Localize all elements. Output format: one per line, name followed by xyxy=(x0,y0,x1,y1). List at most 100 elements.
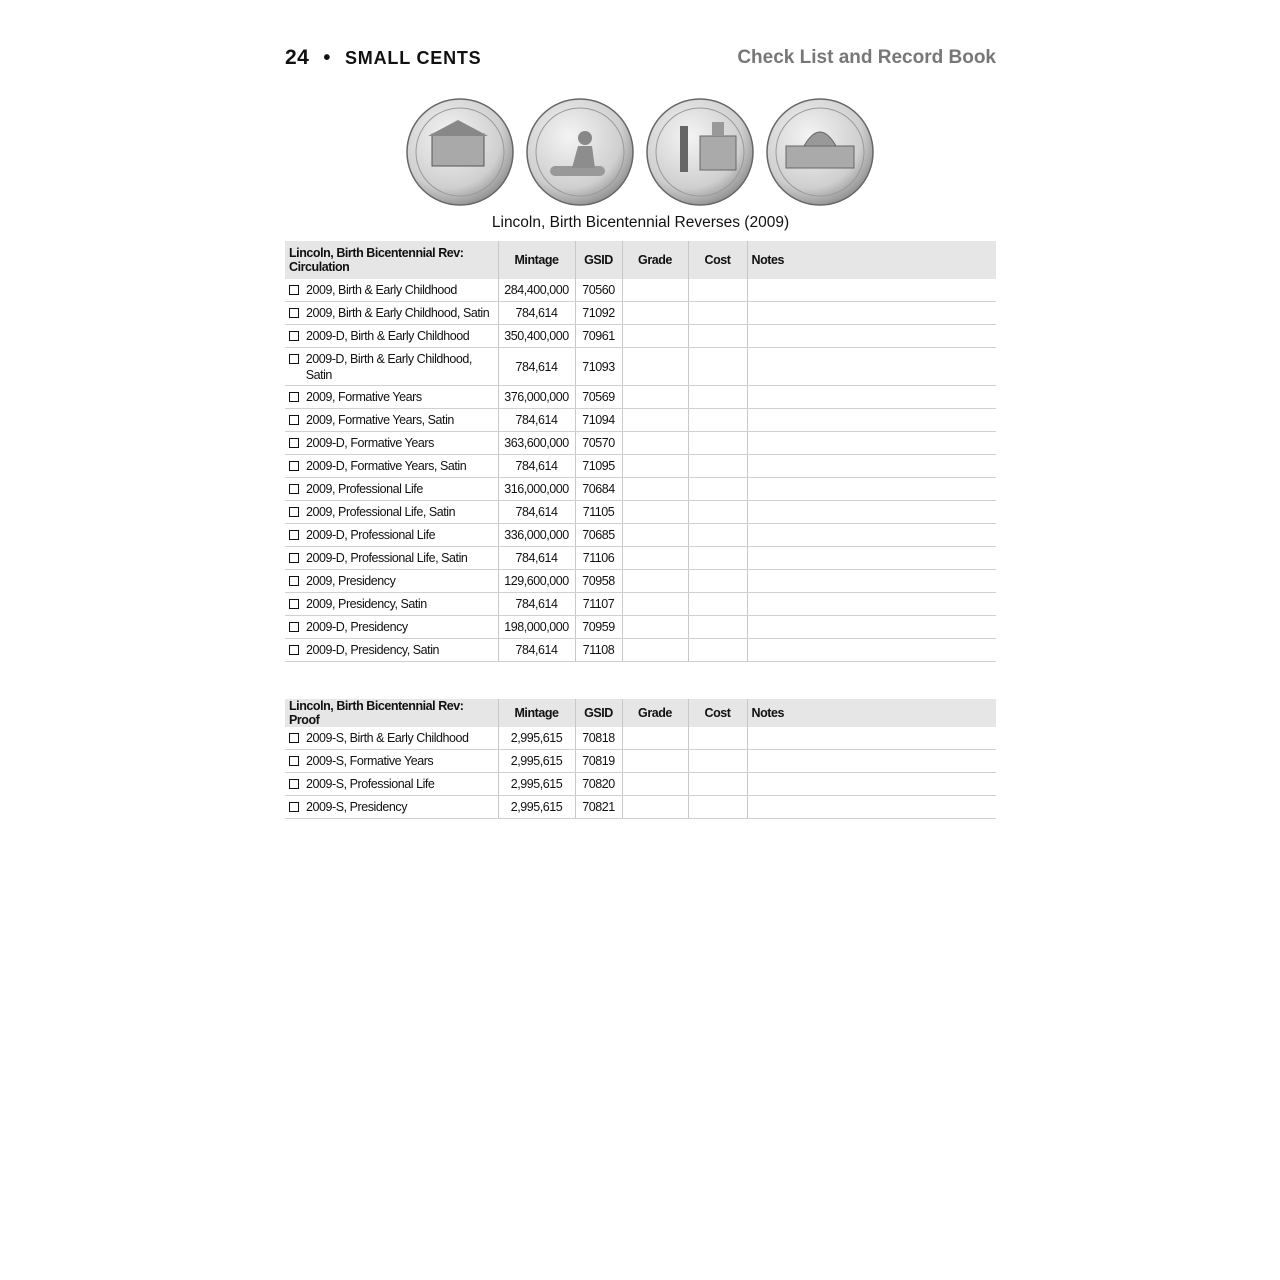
cell-notes[interactable] xyxy=(746,749,996,773)
cell-grade[interactable] xyxy=(621,772,688,796)
checkbox[interactable] xyxy=(289,331,299,341)
cell-grade[interactable] xyxy=(621,324,688,348)
cell-cost[interactable] xyxy=(687,279,747,302)
cell-notes[interactable] xyxy=(746,431,996,455)
cell-cost[interactable] xyxy=(687,477,747,501)
cell-grade[interactable] xyxy=(621,279,688,302)
cell-cost[interactable] xyxy=(687,615,747,639)
cell-cost[interactable] xyxy=(687,592,747,616)
cell-mintage: 2,995,615 xyxy=(497,749,575,773)
cell-notes[interactable] xyxy=(746,454,996,478)
cell-grade[interactable] xyxy=(621,347,688,386)
checkbox[interactable] xyxy=(289,530,299,540)
cell-notes[interactable] xyxy=(746,301,996,325)
cell-cost[interactable] xyxy=(687,324,747,348)
cell-notes[interactable] xyxy=(746,546,996,570)
cell-notes[interactable] xyxy=(746,324,996,348)
cell-cost[interactable] xyxy=(687,500,747,524)
checkbox[interactable] xyxy=(289,779,299,789)
cell-cost[interactable] xyxy=(687,385,747,409)
coin-description: 2009-S, Formative Years xyxy=(306,754,434,768)
cell-gsid: 70821 xyxy=(574,795,622,819)
cell-grade[interactable] xyxy=(621,749,688,773)
cell-grade[interactable] xyxy=(621,523,688,547)
checkbox[interactable] xyxy=(289,507,299,517)
coin-description: 2009-S, Birth & Early Childhood xyxy=(306,731,469,745)
cell-gsid: 70685 xyxy=(574,523,622,547)
cell-notes[interactable] xyxy=(746,279,996,302)
cell-grade[interactable] xyxy=(621,408,688,432)
cell-cost[interactable] xyxy=(687,546,747,570)
cell-notes[interactable] xyxy=(746,385,996,409)
cell-cost[interactable] xyxy=(687,795,747,819)
table-row: 2009-D, Professional Life 336,000,000 7068… xyxy=(285,523,996,547)
cell-grade[interactable] xyxy=(621,546,688,570)
checkbox[interactable] xyxy=(289,438,299,448)
cell-grade[interactable] xyxy=(621,301,688,325)
cell-grade[interactable] xyxy=(621,727,688,750)
cell-cost[interactable] xyxy=(687,301,747,325)
cell-cost[interactable] xyxy=(687,454,747,478)
cell-cost[interactable] xyxy=(687,431,747,455)
cell-grade[interactable] xyxy=(621,592,688,616)
checkbox[interactable] xyxy=(289,733,299,743)
cell-cost[interactable] xyxy=(687,638,747,662)
cell-grade[interactable] xyxy=(621,638,688,662)
cell-grade[interactable] xyxy=(621,454,688,478)
checkbox[interactable] xyxy=(289,645,299,655)
cell-notes[interactable] xyxy=(746,347,996,386)
checkbox[interactable] xyxy=(289,622,299,632)
checkbox[interactable] xyxy=(289,599,299,609)
coin-illinois-capitol-image xyxy=(646,98,754,206)
cell-notes[interactable] xyxy=(746,727,996,750)
checkbox[interactable] xyxy=(289,415,299,425)
cell-notes[interactable] xyxy=(746,772,996,796)
cell-notes[interactable] xyxy=(746,500,996,524)
coin-description: 2009, Professional Life xyxy=(306,482,423,496)
checkbox[interactable] xyxy=(289,553,299,563)
cell-mintage: 198,000,000 xyxy=(497,615,575,639)
checkbox[interactable] xyxy=(289,461,299,471)
coin-description: 2009-D, Birth & Early Childhood, Satin xyxy=(305,351,473,382)
checkbox[interactable] xyxy=(289,308,299,318)
cell-notes[interactable] xyxy=(746,408,996,432)
cell-cost[interactable] xyxy=(687,408,747,432)
cell-description: 2009, Birth & Early Childhood, Satin xyxy=(285,301,498,325)
cell-cost[interactable] xyxy=(687,569,747,593)
cell-grade[interactable] xyxy=(621,431,688,455)
checkbox[interactable] xyxy=(289,353,299,364)
cell-cost[interactable] xyxy=(687,347,747,386)
cell-cost[interactable] xyxy=(687,523,747,547)
checkbox[interactable] xyxy=(289,756,299,766)
cell-notes[interactable] xyxy=(746,795,996,819)
cell-grade[interactable] xyxy=(621,385,688,409)
cell-cost[interactable] xyxy=(687,727,747,750)
cell-gsid: 71106 xyxy=(574,546,622,570)
cell-notes[interactable] xyxy=(746,569,996,593)
cell-gsid: 71105 xyxy=(574,500,622,524)
page-number: 24 xyxy=(285,46,310,69)
cell-cost[interactable] xyxy=(687,749,747,773)
column-header-cost: Cost xyxy=(687,241,747,279)
cell-mintage: 350,400,000 xyxy=(497,324,575,348)
cell-grade[interactable] xyxy=(621,795,688,819)
checkbox[interactable] xyxy=(289,484,299,494)
checkbox[interactable] xyxy=(289,802,299,812)
cell-notes[interactable] xyxy=(746,638,996,662)
cell-grade[interactable] xyxy=(621,569,688,593)
checkbox[interactable] xyxy=(289,576,299,586)
cell-grade[interactable] xyxy=(621,500,688,524)
cell-grade[interactable] xyxy=(621,477,688,501)
cell-notes[interactable] xyxy=(746,477,996,501)
cell-notes[interactable] xyxy=(746,592,996,616)
cell-mintage: 784,614 xyxy=(497,546,575,570)
coin-description: 2009-D, Formative Years xyxy=(306,436,434,450)
coin-description: 2009-D, Professional Life xyxy=(306,528,436,542)
cell-grade[interactable] xyxy=(621,615,688,639)
checkbox[interactable] xyxy=(289,392,299,402)
checkbox[interactable] xyxy=(289,285,299,295)
cell-notes[interactable] xyxy=(746,523,996,547)
cell-notes[interactable] xyxy=(746,615,996,639)
column-header-gsid: GSID xyxy=(574,699,622,727)
cell-cost[interactable] xyxy=(687,772,747,796)
